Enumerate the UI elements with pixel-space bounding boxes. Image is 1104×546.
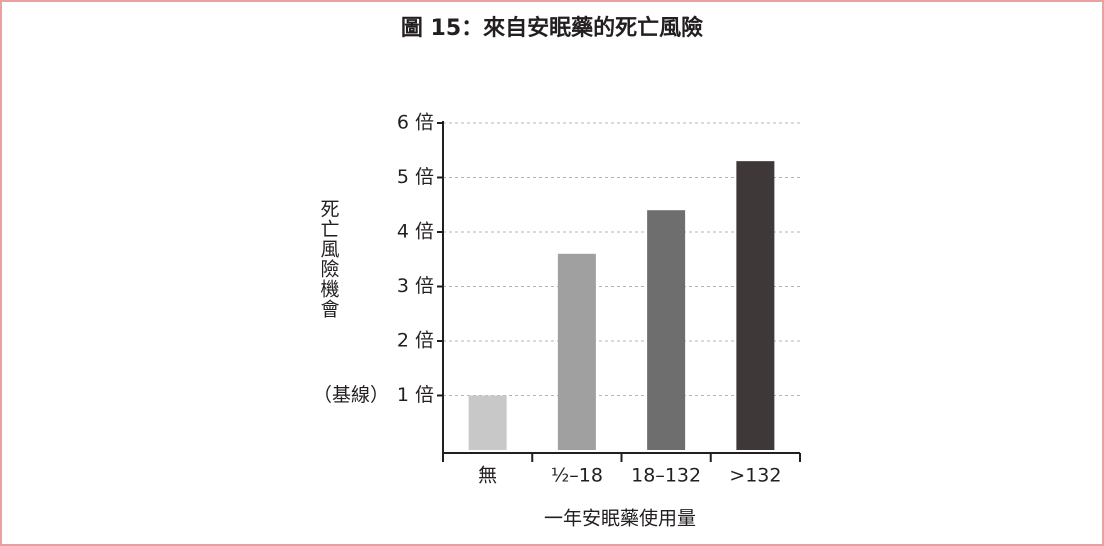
bar (647, 210, 686, 450)
y-tick-label: 5 倍 (397, 166, 434, 188)
bar (557, 253, 596, 450)
y-axis-label: 死亡風險機會 (318, 199, 340, 319)
y-tick-label: 1 倍 (397, 384, 434, 406)
x-tick-label: >132 (729, 465, 781, 487)
y-tick-label: 3 倍 (397, 275, 434, 297)
y-tick-label: 6 倍 (397, 112, 434, 134)
bar (468, 395, 507, 450)
annotation: （基線） (313, 384, 389, 406)
x-tick-label: 18–132 (631, 465, 701, 487)
y-tick-label: 2 倍 (397, 330, 434, 352)
x-tick-label: 無 (478, 465, 497, 487)
bar (736, 161, 775, 450)
y-tick-label: 4 倍 (397, 221, 434, 243)
x-tick-label: ½–18 (551, 465, 603, 487)
chart-title: 圖 15：來自安眠藥的死亡風險 (401, 15, 703, 41)
x-axis-label: 一年安眠藥使用量 (544, 508, 696, 530)
